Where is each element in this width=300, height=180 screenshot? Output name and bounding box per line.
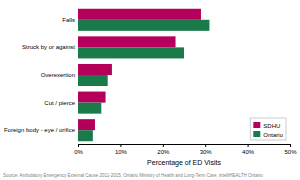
bar [78, 103, 101, 114]
y-tick-label: Struck by or against [22, 44, 75, 50]
y-tick: Cut / pierce [44, 100, 75, 106]
chart: 0% 10% 20% 30% 40% 50% Falls Struck by or again… [0, 0, 300, 180]
x-tick: 30% [200, 144, 213, 155]
bar [78, 130, 93, 141]
y-tick-label: Falls [62, 17, 75, 23]
x-tick-mark [205, 144, 206, 147]
x-tick-mark [163, 144, 164, 147]
legend-label: SDHU [263, 123, 280, 129]
bar [78, 36, 176, 47]
bar [78, 75, 108, 86]
y-tick-label: Cut / pierce [44, 100, 75, 106]
x-tick: 10% [115, 144, 128, 155]
x-tick: 20% [157, 144, 170, 155]
bar [78, 64, 112, 75]
annotation: Source: Ambulatory Emergency External Ca… [3, 173, 263, 178]
x-tick-label: 50% [284, 149, 297, 155]
x-tick: 40% [242, 144, 255, 155]
bar [78, 92, 106, 103]
bar [78, 47, 184, 58]
x-tick-mark [78, 144, 79, 147]
legend-entry: SDHU [253, 122, 280, 129]
y-tick: Overexertion [41, 72, 75, 78]
bar [78, 20, 209, 31]
bar [78, 119, 95, 130]
bar [78, 9, 201, 20]
y-axis: Falls Struck by or against Overexertion Cut… [4, 17, 76, 133]
x-tick-label: 40% [242, 149, 255, 155]
x-tick-mark [120, 144, 121, 147]
x-axis: 0% 10% 20% 30% 40% 50% [74, 144, 297, 155]
legend-swatch [253, 131, 260, 137]
x-axis-title: Percentage of ED Visits [147, 159, 221, 167]
legend-entry: Ontario [253, 131, 283, 138]
legend-swatch [253, 122, 260, 128]
legend: SDHU Ontario [250, 118, 286, 140]
legend-label: Ontario [263, 132, 283, 138]
x-tick-label: 30% [200, 149, 213, 155]
plot: 0% 10% 20% 30% 40% 50% Falls Struck by or again… [4, 9, 297, 156]
x-tick-mark [248, 144, 249, 147]
x-tick: 0% [74, 144, 83, 155]
x-axis-line [79, 145, 291, 148]
x-tick-label: 20% [157, 149, 170, 155]
y-tick: Struck by or against [22, 44, 75, 50]
x-tick-label: 10% [115, 149, 128, 155]
x-tick-label: 0% [74, 149, 83, 155]
y-tick: Foreign body - eye / orifice [4, 127, 76, 133]
bars [78, 9, 209, 141]
x-tick-mark [290, 144, 291, 147]
y-tick: Falls [62, 17, 75, 23]
y-tick-label: Overexertion [41, 72, 75, 78]
y-tick-label: Foreign body - eye / orifice [4, 127, 76, 133]
x-tick: 50% [284, 144, 297, 155]
legend-frame [250, 118, 286, 140]
